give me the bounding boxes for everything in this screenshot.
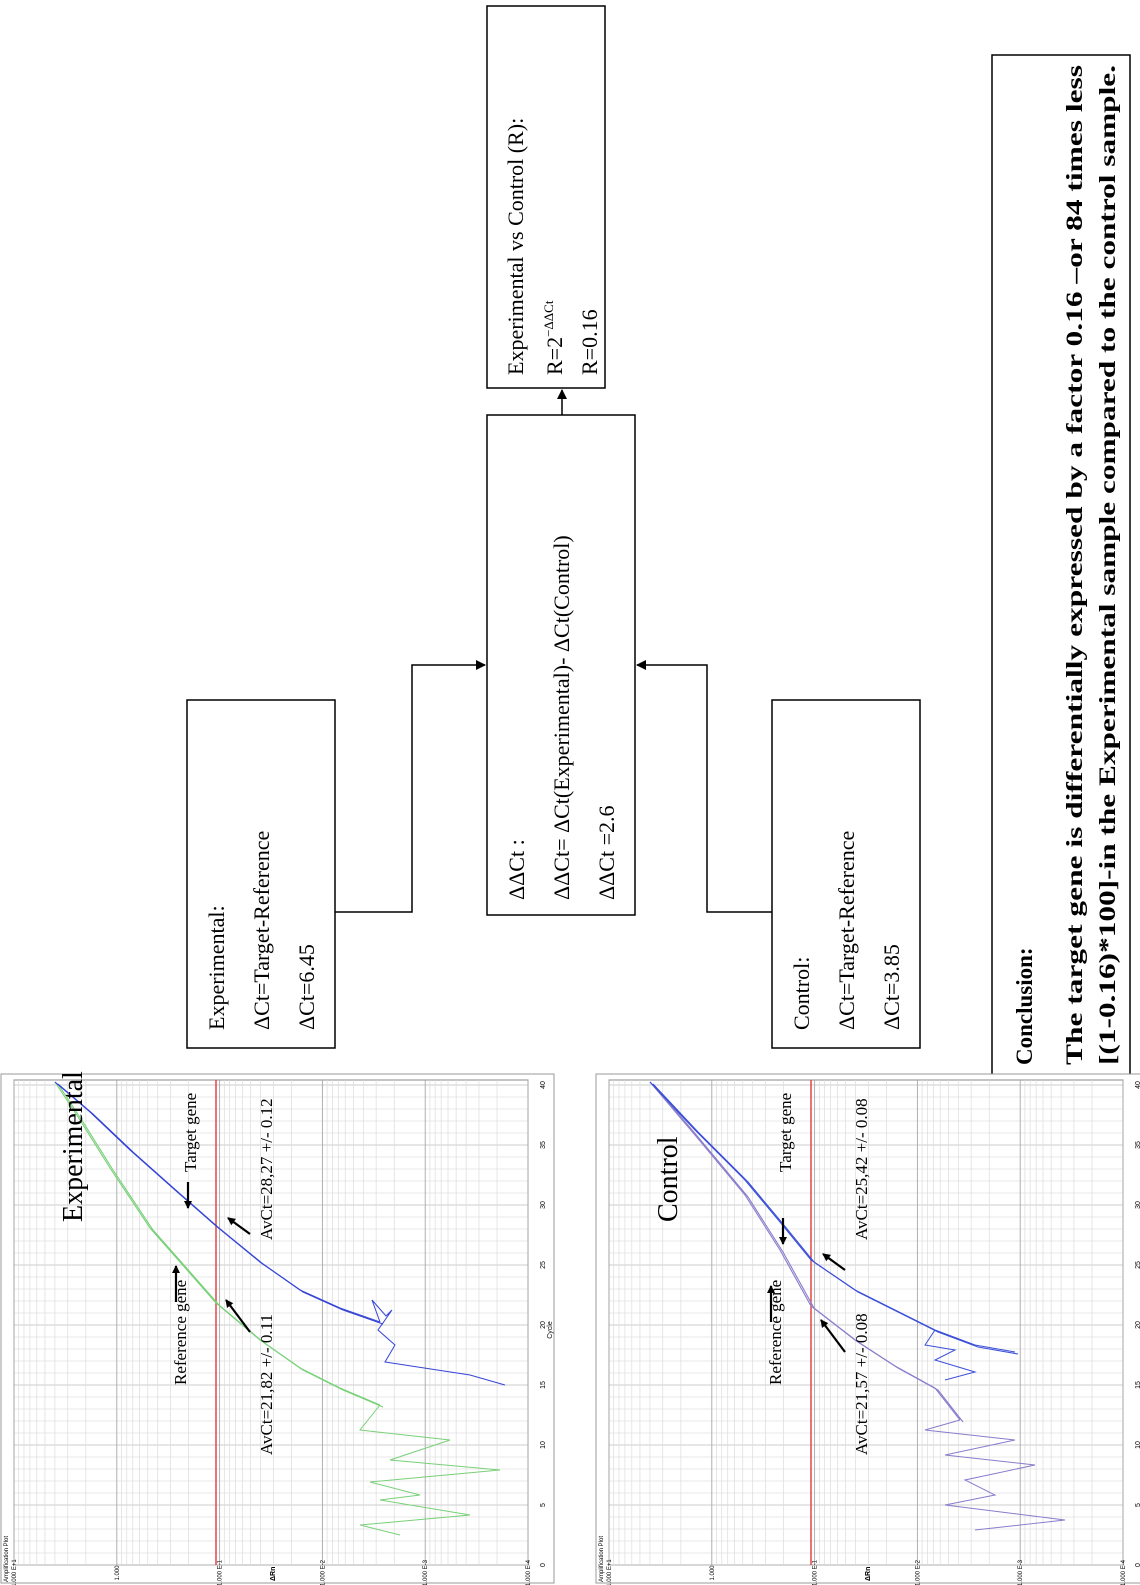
target-label: Target gene — [776, 1093, 795, 1172]
x-tick-label: 15 — [540, 1381, 547, 1389]
box-text: ΔCt=3.85 — [879, 944, 904, 1030]
control-box — [771, 699, 921, 1049]
x-tick-label: 15 — [1135, 1381, 1140, 1389]
formula-exponent: −ΔΔCt — [541, 300, 556, 337]
plot-label: Control — [653, 1136, 684, 1222]
x-axis-label: Cycle — [547, 1321, 554, 1339]
x-tick-label: 40 — [540, 1081, 547, 1089]
y-tick-label: 1.000 E-3 — [423, 1559, 429, 1585]
plot-title: Amplification Plot — [599, 1536, 605, 1582]
pointer-arrow — [225, 1299, 251, 1333]
y-tick-label: 1.000 E-4 — [526, 1559, 532, 1585]
y-tick-label: 1.000 — [115, 1565, 121, 1581]
amplification-curve — [57, 1083, 384, 1325]
box-text: ΔCt=Target-Reference — [834, 831, 859, 1030]
reference-ct: AvCt=21,57 +/- 0.08 — [852, 1313, 871, 1455]
y-tick-label: 1.000 E-4 — [1121, 1559, 1127, 1585]
pointer-arrow — [820, 1319, 846, 1353]
conclusion-text: [(1-0.16)*100]-in the Experimental sampl… — [1095, 65, 1120, 1065]
x-tick-label: 5 — [540, 1503, 547, 1507]
result-value: R=0.16 — [577, 309, 602, 375]
x-tick-label: 30 — [540, 1201, 547, 1209]
reference-label: Reference gene — [171, 1280, 190, 1385]
conclusion-title: Conclusion: — [1012, 947, 1037, 1065]
plot-title: Amplification Plot — [4, 1536, 10, 1582]
y-tick-label: 1.000 E-1 — [813, 1559, 819, 1585]
amplification-curve — [652, 1083, 964, 1423]
x-tick-label: 5 — [1135, 1503, 1140, 1507]
amplification-curve — [57, 1083, 384, 1408]
box-text: Experimental: — [204, 905, 229, 1030]
box-text: ΔCt=6.45 — [294, 944, 319, 1030]
x-tick-label: 25 — [540, 1261, 547, 1269]
connector — [636, 660, 772, 913]
result-title: Experimental vs Control (R): — [503, 118, 528, 375]
y-tick-label: 1.000 E-2 — [915, 1559, 921, 1585]
conclusion-box — [991, 54, 1131, 1081]
amplification-plot: 0 5 10 15 20 25 30 35 40 1.000 E+1 1.000 1.000 E-1 1… — [595, 1073, 1140, 1585]
y-axis-label: ΔRn — [270, 1567, 277, 1581]
amplification-plot: 0 5 10 15 20 25 30 35 40 1.000 E+1 1.000 1.000 E-1 1… — [0, 1071, 555, 1585]
y-tick-label: 1.000 — [710, 1565, 716, 1581]
box-text: ΔΔCt= ΔCt(Experimental)- ΔCt(Control) — [549, 535, 574, 900]
box-text: Control: — [789, 957, 814, 1030]
noise-curve — [371, 1299, 506, 1386]
box-text: ΔΔCt : — [504, 839, 529, 900]
x-tick-label: 35 — [540, 1141, 547, 1149]
y-tick-label: 1.000 E+1 — [12, 1559, 18, 1585]
pointer-arrow — [227, 1217, 251, 1235]
noise-curve — [924, 1419, 1066, 1531]
x-tick-label: 25 — [1135, 1261, 1140, 1269]
y-tick-label: 1.000 E-3 — [1018, 1559, 1024, 1585]
x-tick-label: 35 — [1135, 1141, 1140, 1149]
noise-curve — [359, 1404, 501, 1536]
plot-area — [13, 1079, 529, 1566]
target-label: Target gene — [181, 1093, 200, 1172]
y-tick-label: 1.000 E+1 — [607, 1559, 613, 1585]
box-text: ΔΔCt =2.6 — [594, 806, 619, 901]
delta-delta-box — [486, 414, 636, 916]
experimental-box — [186, 699, 336, 1049]
result-box — [486, 5, 606, 389]
reference-ct: AvCt=21,82 +/- 0.11 — [257, 1314, 276, 1455]
formula-base: R=2 — [542, 337, 567, 375]
result-formula: R=2−ΔΔCt — [541, 300, 567, 375]
plot-label: Experimental — [58, 1071, 89, 1222]
x-tick-label: 0 — [1135, 1563, 1140, 1567]
x-tick-label: 30 — [1135, 1201, 1140, 1209]
x-tick-label: 0 — [540, 1563, 547, 1567]
noise-curve — [924, 1329, 977, 1381]
y-axis-label: ΔRn — [865, 1567, 872, 1581]
reference-label: Reference gene — [766, 1280, 785, 1385]
target-ct: AvCt=25,42 +/- 0.08 — [852, 1098, 871, 1240]
flow-boxes — [186, 5, 1131, 1081]
connectors — [335, 389, 772, 913]
x-tick-label: 10 — [540, 1441, 547, 1449]
x-tick-label: 20 — [540, 1321, 547, 1329]
connector — [335, 660, 486, 913]
box-text: ΔCt=Target-Reference — [249, 831, 274, 1030]
pointer-arrow — [822, 1253, 846, 1271]
y-tick-label: 1.000 E-2 — [320, 1559, 326, 1585]
conclusion-text: The target gene is differentially expres… — [1062, 65, 1087, 1065]
x-tick-label: 10 — [1135, 1441, 1140, 1449]
x-tick-label: 40 — [1135, 1081, 1140, 1089]
y-tick-label: 1.000 E-1 — [218, 1559, 224, 1585]
x-tick-label: 20 — [1135, 1321, 1140, 1329]
amplification-curve — [652, 1083, 1019, 1355]
target-ct: AvCt=28,27 +/- 0.12 — [257, 1098, 276, 1240]
